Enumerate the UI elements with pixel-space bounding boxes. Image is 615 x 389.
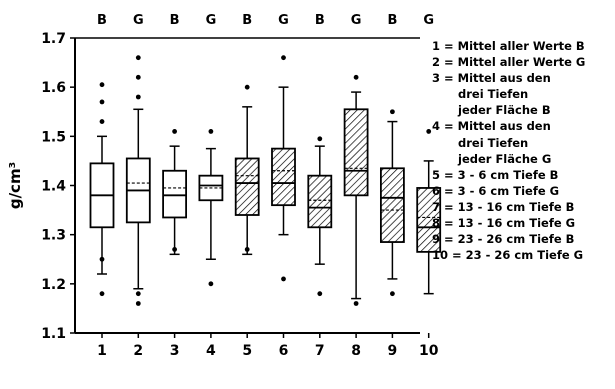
y-tick-label: 1.6 [41, 80, 66, 96]
outlier-point [99, 99, 105, 105]
box-body [307, 174, 333, 229]
box-body [271, 147, 296, 207]
box-body [379, 167, 405, 243]
outlier-point [353, 301, 359, 306]
y-tick-label: 1.2 [41, 277, 66, 293]
outlier-point [317, 291, 323, 297]
outlier-point [317, 136, 323, 142]
y-axis-label: g/cm³ [6, 162, 24, 209]
legend-entry: 10 = 23 - 26 cm Tiefe G [432, 248, 584, 263]
outlier-point [99, 256, 105, 262]
legend-entry: jeder Fläche G [458, 151, 552, 166]
outlier-point [244, 247, 250, 252]
outlier-point [99, 291, 105, 297]
group-label: G [351, 13, 362, 28]
outlier-point [172, 129, 178, 134]
outlier-point [426, 129, 432, 134]
legend-entry: 2 = Mittel aller Werte G [432, 55, 586, 70]
outlier-point [281, 276, 286, 282]
group-label: G [206, 13, 217, 28]
group-label: B [170, 13, 180, 28]
box-9 [379, 109, 405, 297]
legend-entry: drei Tiefen [458, 135, 529, 150]
box-4 [198, 129, 224, 287]
y-tick-label: 1.4 [41, 179, 66, 195]
x-tick-label: 1 [97, 343, 107, 359]
x-tick-label: 3 [170, 343, 180, 359]
legend-entry: jeder Fläche B [458, 103, 551, 118]
outlier-point [99, 119, 105, 124]
outlier-point [390, 291, 395, 297]
x-tick-label: 10 [419, 343, 439, 359]
outlier-point [281, 55, 286, 61]
box-2 [125, 55, 151, 306]
box-8 [343, 74, 369, 306]
x-tick-label: 4 [206, 343, 216, 359]
y-tick-label: 1.3 [41, 228, 66, 244]
group-label: B [242, 13, 252, 28]
legend-entry: 3 = Mittel aus den [432, 71, 551, 86]
box-6 [271, 55, 296, 282]
outlier-point [135, 291, 141, 297]
group-label: G [423, 13, 434, 28]
box-5 [234, 84, 260, 256]
box-body [162, 169, 188, 219]
box-10 [416, 129, 442, 295]
legend-entry: 4 = Mittel aus den [432, 119, 551, 134]
outlier-point [135, 94, 141, 100]
legend: 1 = Mittel aller Werte B 2 = Mittel aller… [432, 38, 614, 263]
outlier-point [208, 129, 214, 134]
legend-entry: 1 = Mittel aller Werte B [432, 39, 585, 53]
outlier-point [135, 55, 141, 61]
group-label: G [278, 13, 289, 28]
outlier-point [135, 301, 141, 306]
box-body [234, 157, 260, 216]
legend-entry: 7 = 13 - 16 cm Tiefe B [432, 199, 575, 214]
box-body [343, 108, 369, 197]
legend-entry: drei Tiefen [458, 87, 529, 102]
group-label: B [387, 13, 397, 28]
group-label: B [97, 13, 107, 28]
box-7 [307, 136, 333, 297]
outlier-point [244, 84, 250, 90]
x-tick-label: 7 [315, 343, 325, 359]
y-tick-label: 1.5 [41, 129, 66, 145]
x-tick-label: 5 [242, 343, 252, 359]
outlier-point [135, 74, 141, 80]
outlier-point [172, 247, 178, 252]
box-1 [89, 82, 115, 297]
y-tick-label: 1.1 [41, 326, 66, 342]
group-label: B [315, 13, 325, 28]
group-label: G [133, 13, 144, 28]
legend-entry: 8 = 13 - 16 cm Tiefe G [432, 216, 576, 231]
outlier-point [390, 109, 395, 115]
y-tick-label: 1.7 [41, 31, 66, 47]
box-3 [162, 129, 188, 256]
x-tick-label: 8 [351, 343, 361, 359]
legend-entry: 9 = 23 - 26 cm Tiefe B [432, 232, 575, 247]
x-tick-label: 9 [388, 343, 398, 359]
x-tick-label: 2 [133, 343, 143, 359]
box-body [416, 187, 442, 253]
x-tick-label: 6 [279, 343, 289, 359]
outlier-point [208, 281, 214, 287]
legend-entry: 6 = 3 - 6 cm Tiefe G [432, 183, 560, 198]
legend-entry: 5 = 3 - 6 cm Tiefe B [432, 167, 559, 182]
outlier-point [99, 82, 105, 88]
outlier-point [353, 74, 359, 80]
